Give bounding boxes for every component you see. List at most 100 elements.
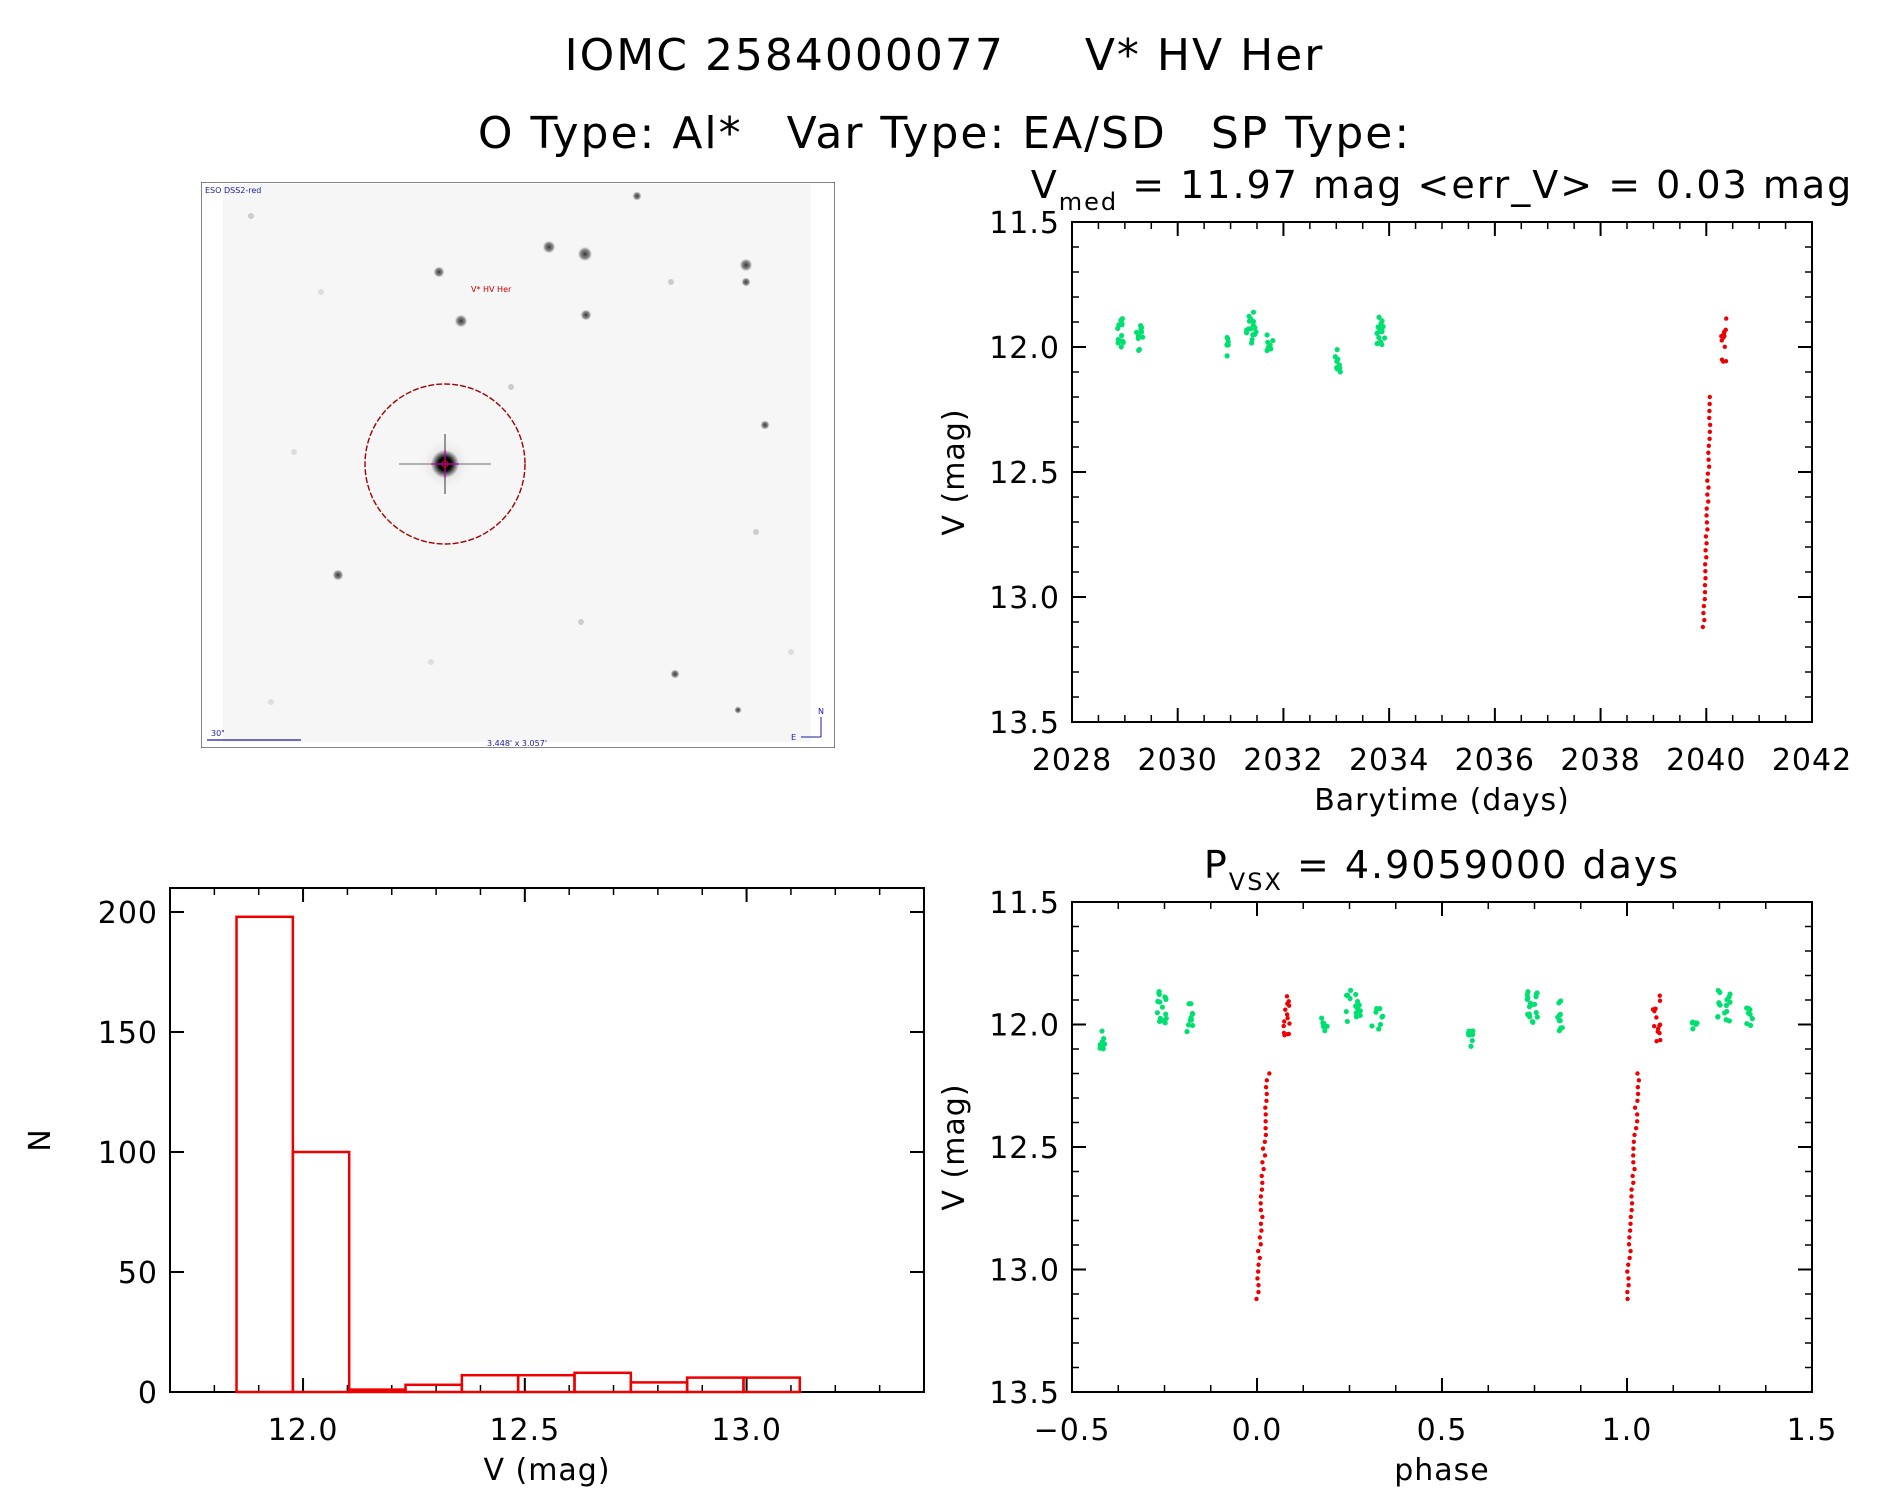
histogram-frame xyxy=(169,887,925,1393)
histogram-xtick-label: 13.0 xyxy=(711,1413,782,1448)
phased-point-bright xyxy=(1559,1025,1565,1031)
phased-point-faint xyxy=(1632,1166,1637,1172)
phased-point-bright xyxy=(1530,1019,1536,1025)
phased-point-bright xyxy=(1356,1002,1362,1008)
phased-point-faint xyxy=(1629,1194,1634,1199)
target-label: V* HV Her xyxy=(471,285,512,294)
lightcurve-point-bright xyxy=(1250,309,1257,315)
phased-point-bright xyxy=(1369,1023,1375,1029)
object-id: IOMC 2584000077 xyxy=(564,30,1005,81)
lightcurve-point-faint xyxy=(1702,596,1707,602)
phased-point-faint xyxy=(1654,1039,1659,1044)
phased-point-faint xyxy=(1285,1015,1290,1021)
histogram-ytick-label: 150 xyxy=(98,1016,158,1051)
lightcurve-point-bright xyxy=(1136,346,1142,353)
phased-point-bright xyxy=(1558,998,1564,1004)
lightcurve-ytick-label: 11.5 xyxy=(989,206,1060,241)
phased-point-faint xyxy=(1263,1112,1268,1117)
lightcurve-point-faint xyxy=(1707,401,1712,407)
phased-point-faint xyxy=(1256,1262,1261,1267)
field-star xyxy=(670,669,680,679)
histogram-bar xyxy=(573,1371,633,1394)
field-star xyxy=(739,258,753,272)
lightcurve-point-faint xyxy=(1706,485,1711,490)
lightcurve-point-bright xyxy=(1332,354,1338,360)
phased-point-faint xyxy=(1627,1255,1632,1261)
phased-point-faint xyxy=(1629,1207,1634,1213)
phased-ylabel: V (mag) xyxy=(937,1083,972,1210)
histogram-bar xyxy=(235,915,295,1394)
field-star xyxy=(428,659,434,665)
lightcurve-point-faint xyxy=(1703,534,1709,539)
lightcurve-point-bright xyxy=(1138,329,1145,335)
phased-point-bright xyxy=(1723,1017,1729,1023)
lightcurve-xtick-label: 2038 xyxy=(1560,743,1640,778)
field-star xyxy=(433,266,445,278)
phased-point-faint xyxy=(1634,1119,1640,1124)
phased-point-faint xyxy=(1628,1221,1633,1226)
lightcurve-points xyxy=(1115,309,1729,630)
survey-label: ESO DSS2-red xyxy=(205,186,261,195)
phased-point-bright xyxy=(1186,1001,1192,1007)
phased-point-bright xyxy=(1555,1014,1561,1020)
phased-point-faint xyxy=(1284,994,1290,999)
phased-ytick-label: 12.0 xyxy=(989,1009,1060,1044)
phased-point-faint xyxy=(1631,1146,1636,1151)
phased-point-bright xyxy=(1468,1043,1474,1049)
scale-label: 30" xyxy=(211,729,225,738)
phased-point-faint xyxy=(1628,1214,1634,1220)
phased-point-bright xyxy=(1184,1028,1190,1035)
phased-point-bright xyxy=(1533,994,1539,1000)
phased-point-faint xyxy=(1259,1228,1264,1233)
phased-point-faint xyxy=(1258,1194,1264,1199)
phased-point-bright xyxy=(1527,1014,1533,1020)
phased-title: PVSX = 4.9059000 days xyxy=(1204,843,1680,896)
lightcurve-point-faint xyxy=(1701,610,1706,616)
phased-point-faint xyxy=(1264,1078,1270,1083)
lightcurve-point-bright xyxy=(1376,314,1382,320)
phased-point-faint xyxy=(1631,1160,1636,1165)
lightcurve-point-bright xyxy=(1118,317,1124,323)
phased-point-faint xyxy=(1657,1022,1663,1027)
phased-point-faint xyxy=(1260,1160,1265,1165)
phased-point-bright xyxy=(1161,1018,1167,1024)
phased-point-faint xyxy=(1625,1269,1630,1274)
phased-point-bright xyxy=(1319,1015,1325,1021)
phased-point-bright xyxy=(1749,1016,1755,1022)
phased-point-faint xyxy=(1264,1091,1269,1097)
field-star xyxy=(578,619,584,625)
lightcurve-point-faint xyxy=(1724,316,1729,321)
phased-point-bright xyxy=(1745,1005,1751,1011)
phased-point-faint xyxy=(1263,1105,1268,1110)
phased-point-bright xyxy=(1163,1011,1169,1017)
lightcurve-point-faint xyxy=(1703,569,1708,574)
phased-point-faint xyxy=(1262,1139,1268,1145)
lightcurve-point-bright xyxy=(1378,326,1384,332)
lightcurve-xtick-label: 2042 xyxy=(1772,743,1852,778)
object-name: V* HV Her xyxy=(1084,30,1325,81)
phased-point-faint xyxy=(1631,1180,1636,1185)
phased-point-faint xyxy=(1627,1235,1632,1240)
phased-point-bright xyxy=(1188,1014,1194,1021)
phased-point-faint xyxy=(1257,1235,1263,1240)
phased-point-faint xyxy=(1626,1262,1631,1267)
lightcurve-point-faint xyxy=(1721,332,1726,338)
sky-background xyxy=(223,184,811,742)
phased-point-faint xyxy=(1631,1153,1636,1158)
phased-point-faint xyxy=(1657,993,1662,998)
phased-point-bright xyxy=(1159,1004,1166,1010)
lightcurve-xtick-label: 2032 xyxy=(1243,743,1323,778)
phased-point-faint xyxy=(1257,1255,1262,1261)
lightcurve-point-faint xyxy=(1702,617,1707,623)
phased-point-bright xyxy=(1185,1022,1192,1028)
lightcurve-point-bright xyxy=(1224,353,1230,359)
phased-point-faint xyxy=(1254,1296,1259,1302)
phased-xtick-label: 0.0 xyxy=(1232,1413,1283,1448)
lightcurve-xtick-label: 2036 xyxy=(1455,743,1535,778)
field-stars xyxy=(248,191,794,714)
phased-point-bright xyxy=(1534,1014,1540,1020)
phased-point-faint xyxy=(1261,1166,1266,1172)
histogram-ytick-label: 0 xyxy=(138,1376,158,1411)
phased-point-bright xyxy=(1525,995,1531,1001)
phased-point-bright xyxy=(1189,1022,1196,1029)
